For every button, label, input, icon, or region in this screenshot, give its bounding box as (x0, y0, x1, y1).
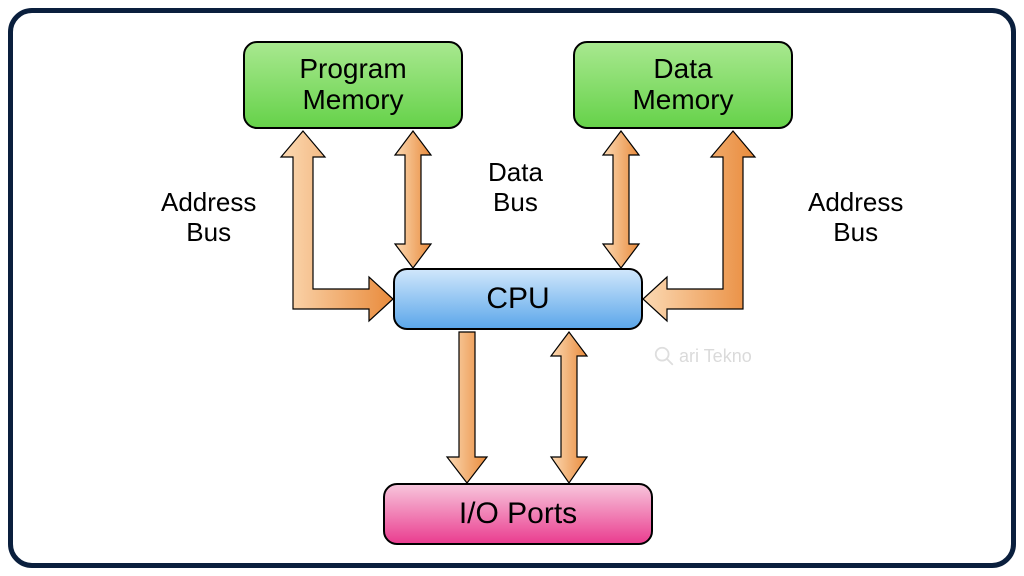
node-program-memory: Program Memory (243, 41, 463, 129)
label-data-bus: Data Bus (488, 158, 543, 218)
arrow-cpu-io-left (447, 332, 487, 483)
watermark-text: ari Tekno (679, 346, 752, 367)
node-cpu: CPU (393, 268, 643, 330)
diagram-canvas: Program Memory Data Memory CPU I/O Ports… (13, 13, 1011, 563)
search-icon (653, 345, 675, 367)
node-data-memory-label: Data Memory (632, 54, 733, 116)
node-program-memory-label: Program Memory (299, 54, 406, 116)
label-address-bus-right: Address Bus (808, 188, 903, 248)
label-address-bus-left: Address Bus (161, 188, 256, 248)
node-cpu-label: CPU (486, 282, 549, 316)
arrow-pm-data (395, 131, 431, 268)
node-io-ports: I/O Ports (383, 483, 653, 545)
arrow-address-right (643, 131, 755, 321)
node-data-memory: Data Memory (573, 41, 793, 129)
watermark: ari Tekno (653, 345, 752, 367)
arrow-dm-data (603, 131, 639, 268)
arrow-address-left (281, 131, 393, 321)
arrow-cpu-io-right (551, 332, 587, 483)
node-io-ports-label: I/O Ports (459, 497, 577, 531)
diagram-frame: Program Memory Data Memory CPU I/O Ports… (8, 8, 1016, 568)
